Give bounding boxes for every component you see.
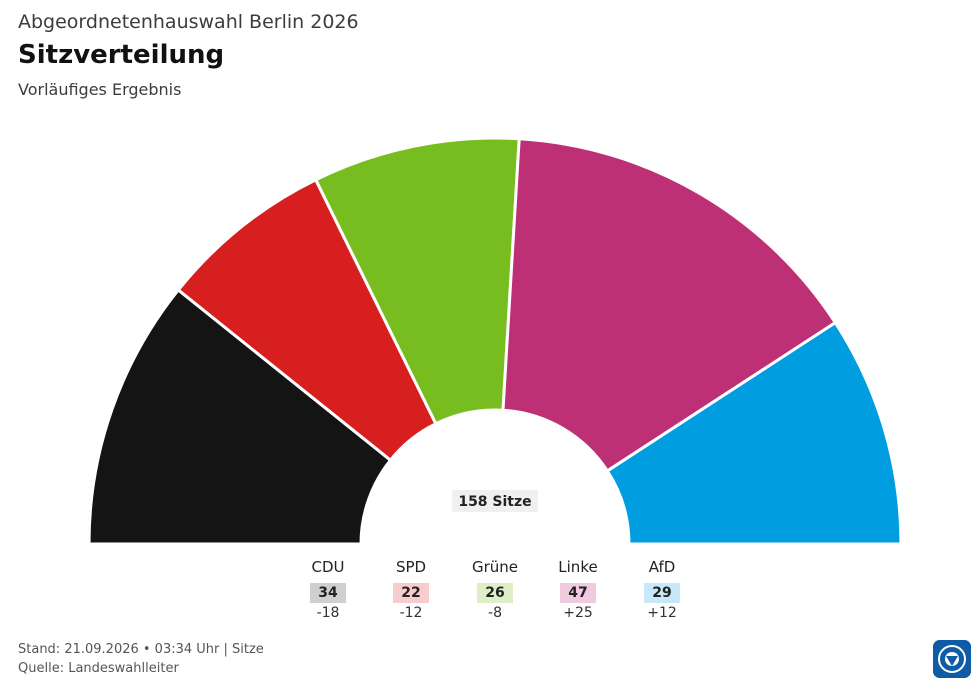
legend-item-cdu[interactable]: CDU 34 -18 xyxy=(288,557,368,622)
legend-seat-change: +25 xyxy=(563,605,593,621)
seat-segments xyxy=(87,136,903,546)
legend-seat-count: 26 xyxy=(477,583,513,603)
chart-footer: Stand: 21.09.2026 • 03:34 Uhr | Sitze Qu… xyxy=(18,640,264,678)
segment-afd[interactable] xyxy=(605,321,903,546)
legend-party-name: CDU xyxy=(311,558,345,576)
legend-item-gr-ne[interactable]: Grüne 26 -8 xyxy=(455,557,535,622)
segment-cdu[interactable] xyxy=(87,288,392,546)
legend-party-name: AfD xyxy=(648,558,676,576)
legend-seat-count: 22 xyxy=(393,583,429,603)
total-seats-label: 158 Sitze xyxy=(458,494,531,510)
legend-seat-change: -12 xyxy=(399,605,423,621)
legend-seat-change: -18 xyxy=(316,605,340,621)
segment-linke[interactable] xyxy=(501,137,837,473)
legend-item-afd[interactable]: AfD 29 +12 xyxy=(622,557,702,622)
chart-overtitle: Abgeordnetenhauswahl Berlin 2026 xyxy=(18,11,359,33)
total-seats-badge: 158 Sitze xyxy=(452,490,538,512)
legend-party-name: Grüne xyxy=(471,558,519,576)
segment-gr-ne[interactable] xyxy=(314,136,521,426)
footer-timestamp: Stand: 21.09.2026 • 03:34 Uhr | Sitze xyxy=(18,642,264,657)
chart-subtitle: Vorläufiges Ergebnis xyxy=(18,80,182,99)
legend-seat-change: +12 xyxy=(647,605,677,621)
chart-title: Sitzverteilung xyxy=(18,40,225,70)
legend-seat-count: 29 xyxy=(644,583,680,603)
legend-item-linke[interactable]: Linke 47 +25 xyxy=(538,557,618,622)
legend-party-name: Linke xyxy=(558,558,598,576)
legend-seat-count: 47 xyxy=(560,583,596,603)
tagesschau-logo-icon[interactable] xyxy=(933,640,971,678)
chart-header: Abgeordnetenhauswahl Berlin 2026 Sitzver… xyxy=(18,8,359,102)
footer-source: Quelle: Landeswahlleiter xyxy=(18,661,179,676)
legend-seat-change: -8 xyxy=(488,605,502,621)
legend-seat-count: 34 xyxy=(310,583,346,603)
legend-item-spd[interactable]: SPD 22 -12 xyxy=(371,557,451,622)
legend-party-name: SPD xyxy=(395,558,427,576)
